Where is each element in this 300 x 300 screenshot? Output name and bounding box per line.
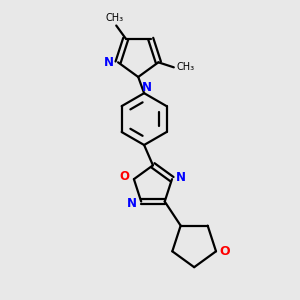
Text: CH₃: CH₃: [106, 13, 124, 23]
Text: CH₃: CH₃: [176, 62, 194, 72]
Text: N: N: [104, 56, 114, 69]
Text: N: N: [176, 171, 186, 184]
Text: O: O: [120, 170, 130, 183]
Text: N: N: [127, 196, 137, 209]
Text: O: O: [220, 245, 230, 258]
Text: N: N: [142, 81, 152, 94]
